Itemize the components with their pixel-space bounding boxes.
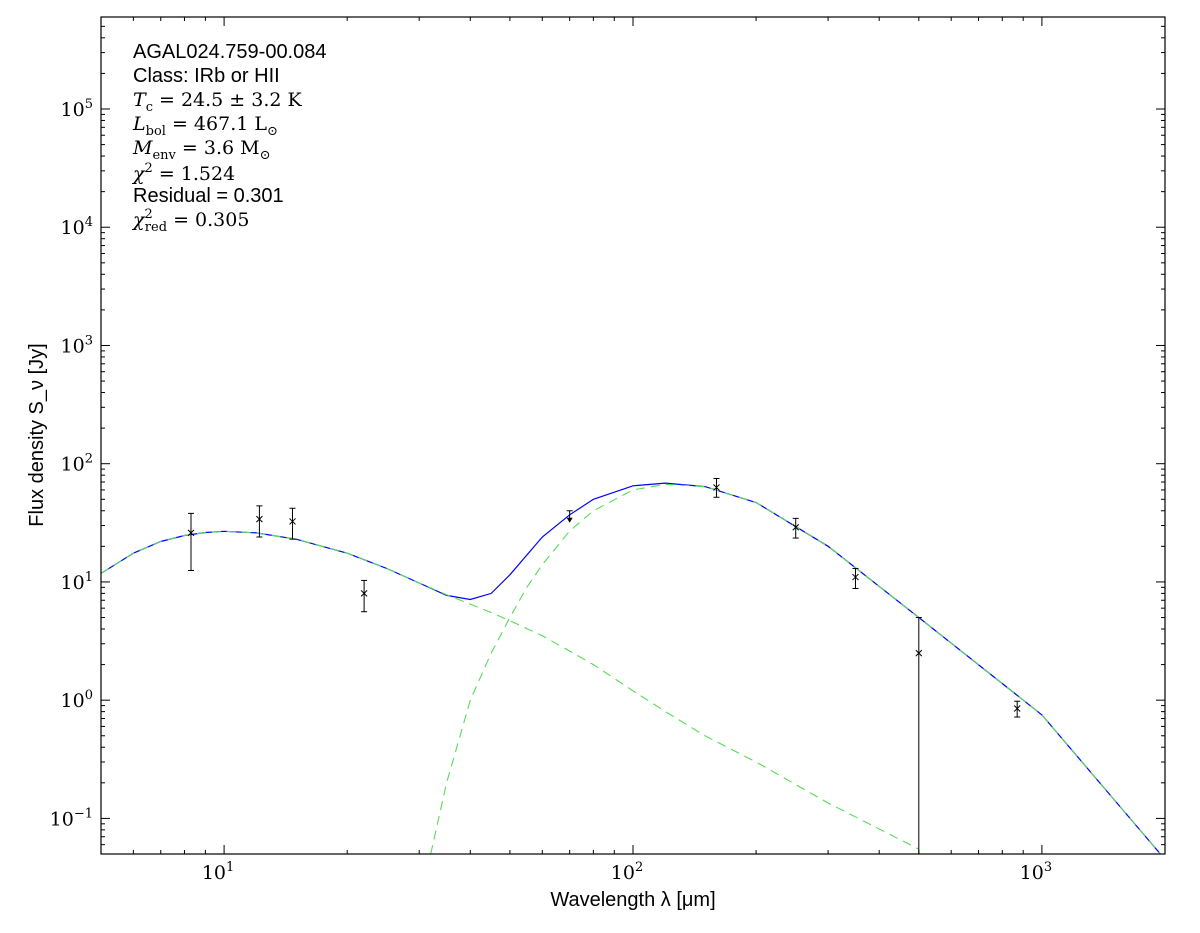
- plot-frame: [100, 16, 1166, 855]
- x-axis-title: Wavelength λ [μm]: [550, 889, 715, 911]
- x-tick-label: 101: [202, 860, 234, 884]
- series-line-cold-component: [430, 483, 1162, 854]
- point-marker: [256, 515, 263, 523]
- data-point-6: [792, 517, 800, 539]
- data-point-5: [713, 477, 720, 498]
- point-marker: [915, 649, 923, 657]
- chi2red-annotation: χ2 red = 0.305: [131, 207, 249, 235]
- data-point-9: [1013, 700, 1021, 718]
- y-tick-label: 101: [61, 570, 93, 594]
- point-marker: [360, 590, 368, 597]
- data-point-4: [360, 579, 368, 613]
- data-point-3: [289, 507, 296, 540]
- point-marker: [792, 523, 800, 531]
- point-marker: [289, 518, 296, 525]
- point-marker: [852, 573, 859, 581]
- y-tick-label: 105: [61, 97, 93, 121]
- tc-annotation: Tc = 24.5 ± 3.2 K: [133, 89, 303, 115]
- upper-limit-arrow: [566, 517, 573, 523]
- x-tick-label: 102: [611, 860, 643, 884]
- data-point-1: [187, 512, 195, 571]
- y-tick-label: 100: [61, 688, 93, 712]
- class-label: Class: IRb or HII: [133, 65, 280, 87]
- point-marker: [187, 529, 195, 537]
- lbol-annotation: Lbol = 467.1 L⊙: [132, 113, 278, 139]
- annotation-block: AGAL024.759-00.084 Class: IRb or HII Tc …: [131, 41, 327, 235]
- y-axis-title: Flux density S_ν [Jy]: [26, 343, 48, 526]
- chi2-annotation: χ2 = 1.524: [131, 161, 235, 185]
- upper-limit-1: [566, 510, 573, 523]
- source-name: AGAL024.759-00.084: [133, 41, 327, 63]
- tick-labels: 101 102 103 10−1 100 101 102 103 104 105: [50, 97, 1053, 884]
- point-marker: [713, 484, 720, 491]
- menv-annotation: Menv = 3.6 M⊙: [132, 137, 271, 163]
- y-tick-label: 104: [61, 215, 93, 239]
- point-marker: [1013, 705, 1021, 712]
- model-curves: [101, 482, 1162, 854]
- y-tick-label: 103: [61, 333, 93, 357]
- data-point-8: [915, 617, 923, 854]
- x-tick-label: 103: [1020, 860, 1052, 884]
- series-line-total-model: [101, 482, 1162, 854]
- data-point-7: [852, 567, 859, 590]
- y-tick-label: 102: [61, 452, 93, 476]
- data-markers: [187, 477, 1021, 854]
- axis-ticks: [100, 16, 1166, 855]
- series-line-warm-component: [101, 530, 920, 850]
- y-tick-label: 10−1: [50, 806, 93, 830]
- data-point-2: [256, 505, 263, 538]
- residual-label: Residual = 0.301: [133, 185, 284, 207]
